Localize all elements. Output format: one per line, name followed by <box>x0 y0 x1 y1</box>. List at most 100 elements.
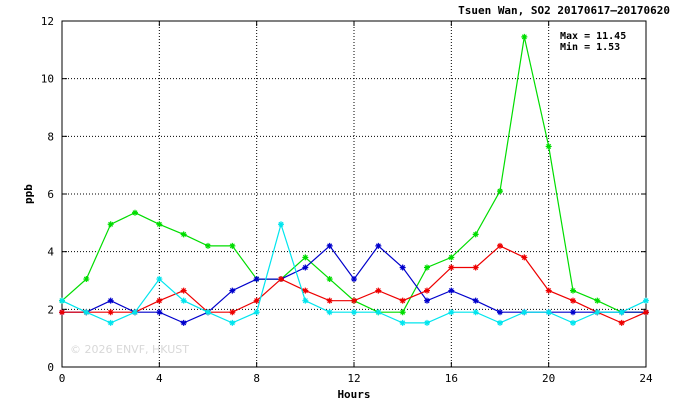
data-point <box>351 297 357 304</box>
data-point <box>59 297 65 304</box>
data-point <box>278 221 284 228</box>
data-point <box>521 309 528 316</box>
data-point <box>448 309 455 316</box>
data-point <box>180 319 187 326</box>
data-point <box>229 287 236 294</box>
series-layer <box>59 33 649 326</box>
data-point <box>107 319 114 326</box>
data-point <box>156 276 163 283</box>
data-point <box>424 319 430 326</box>
data-point <box>570 319 576 326</box>
data-point <box>497 242 503 249</box>
data-point <box>448 287 455 294</box>
data-point <box>59 309 65 316</box>
data-point <box>448 264 455 271</box>
x-tick-label: 8 <box>253 372 260 385</box>
data-point <box>570 309 576 316</box>
data-point <box>424 264 430 271</box>
data-point <box>399 264 406 271</box>
data-point <box>326 297 333 304</box>
data-point <box>497 319 503 326</box>
y-tick-label: 4 <box>47 246 54 259</box>
data-point <box>302 297 309 304</box>
data-point <box>618 319 625 326</box>
data-point <box>375 242 382 249</box>
data-point <box>594 297 601 304</box>
data-point <box>472 309 479 316</box>
y-tick-label: 2 <box>47 303 54 316</box>
data-point <box>229 319 236 326</box>
data-point <box>351 309 357 316</box>
data-point <box>302 264 309 271</box>
data-point <box>545 143 552 150</box>
data-point <box>424 287 430 294</box>
data-point <box>326 309 333 316</box>
series-3 <box>59 242 649 326</box>
data-point <box>399 297 406 304</box>
data-point <box>351 276 357 283</box>
data-point <box>132 309 138 316</box>
min-stat: Min = 1.53 <box>560 41 620 53</box>
data-point <box>472 231 479 238</box>
x-tick-label: 0 <box>59 372 66 385</box>
data-point <box>497 188 503 195</box>
data-point <box>205 242 211 249</box>
data-point <box>302 287 309 294</box>
data-point <box>229 309 236 316</box>
y-tick-label: 8 <box>47 130 54 143</box>
data-point <box>375 309 382 316</box>
x-axis-label: Hours <box>337 388 370 401</box>
y-tick-label: 0 <box>47 361 54 374</box>
data-point <box>205 309 211 316</box>
x-tick-label: 20 <box>542 372 555 385</box>
data-point <box>229 242 236 249</box>
data-point <box>107 297 114 304</box>
data-point <box>253 297 260 304</box>
data-point <box>570 297 576 304</box>
data-point <box>326 242 333 249</box>
data-point <box>570 287 576 294</box>
max-stat: Max = 11.45 <box>560 31 626 42</box>
data-point <box>643 297 649 304</box>
data-point <box>83 309 90 316</box>
x-tick-label: 4 <box>156 372 163 385</box>
data-point <box>132 209 138 216</box>
y-axis-label: ppb <box>22 184 35 204</box>
data-point <box>107 309 114 316</box>
data-point <box>618 309 625 316</box>
data-point <box>594 309 601 316</box>
data-point <box>545 287 552 294</box>
data-point <box>156 221 163 228</box>
data-point <box>399 309 406 316</box>
data-point <box>399 319 406 326</box>
data-point <box>424 297 430 304</box>
x-tick-label: 16 <box>445 372 458 385</box>
data-point <box>472 297 479 304</box>
data-point <box>521 33 528 40</box>
x-tick-label: 24 <box>639 372 653 385</box>
data-point <box>156 297 163 304</box>
data-point <box>521 254 528 261</box>
data-point <box>156 309 163 316</box>
data-point <box>278 276 284 283</box>
data-point <box>326 276 333 283</box>
data-point <box>180 231 187 238</box>
data-point <box>83 276 90 283</box>
data-point <box>107 221 114 228</box>
data-point <box>643 309 649 316</box>
x-tick-label: 12 <box>347 372 360 385</box>
data-point <box>253 276 260 283</box>
y-tick-label: 6 <box>47 188 54 201</box>
data-point <box>448 254 455 261</box>
series-4 <box>59 221 649 326</box>
data-point <box>497 309 503 316</box>
chart-title: Tsuen Wan, SO2 20170617–20170620 <box>458 4 670 17</box>
data-point <box>302 254 309 261</box>
data-point <box>253 309 260 316</box>
watermark: © 2026 ENVF, HKUST <box>70 343 189 356</box>
data-point <box>180 297 187 304</box>
y-tick-label: 12 <box>41 15 54 28</box>
